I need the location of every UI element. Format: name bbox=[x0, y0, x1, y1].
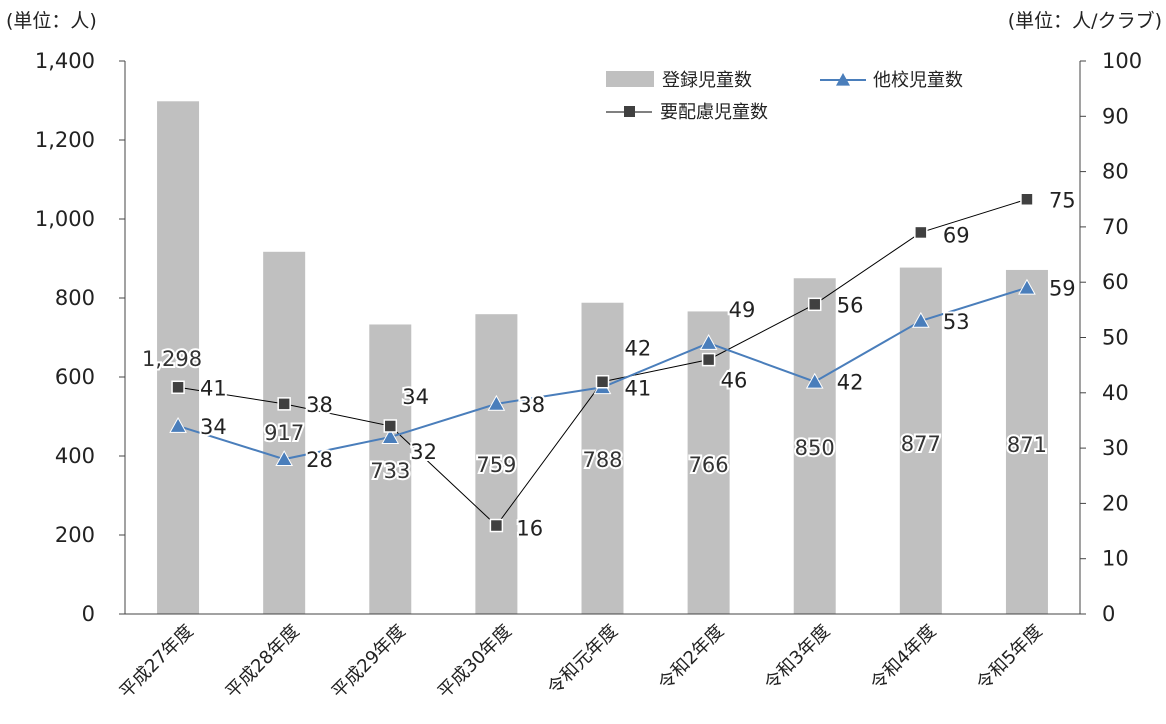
bar bbox=[1005, 269, 1048, 614]
left-axis-unit: (単位：人) bbox=[6, 10, 97, 32]
care-children-label: 69 bbox=[943, 223, 970, 247]
left-tick-label: 1,400 bbox=[35, 49, 95, 73]
right-tick-label: 30 bbox=[1102, 436, 1129, 460]
other-school-label: 53 bbox=[943, 310, 970, 334]
other-school-marker bbox=[487, 394, 506, 411]
line-series bbox=[169, 192, 1036, 533]
other-school-label: 28 bbox=[306, 448, 333, 472]
bar-value-label: 759 bbox=[476, 453, 516, 477]
legend-care-label: 要配慮児童数 bbox=[660, 102, 768, 123]
left-tick-label: 200 bbox=[55, 523, 95, 547]
bar-value-label: 788 bbox=[582, 448, 622, 472]
care-children-label: 75 bbox=[1049, 188, 1076, 212]
left-tick-label: 800 bbox=[55, 286, 95, 310]
other-school-marker bbox=[805, 372, 824, 389]
left-tick-label: 1,000 bbox=[35, 207, 95, 231]
legend-bar-swatch bbox=[606, 71, 654, 87]
other-school-label: 59 bbox=[1049, 277, 1076, 301]
bar bbox=[475, 314, 518, 614]
other-school-label: 32 bbox=[410, 440, 437, 464]
category-label: 平成30年度 bbox=[434, 621, 516, 703]
bar bbox=[793, 278, 836, 614]
bar bbox=[157, 101, 200, 615]
right-tick-label: 60 bbox=[1102, 270, 1129, 294]
bar-series bbox=[157, 101, 1048, 615]
data-labels: 1,298 917 733 759 788 766 850 877 871 41 38 34 16 42 4… bbox=[140, 186, 1078, 542]
other-school-label: 38 bbox=[518, 393, 545, 417]
bar-value-label: 877 bbox=[901, 432, 941, 456]
other-school-label: 49 bbox=[729, 298, 756, 322]
legend-bar-label: 登録児童数 bbox=[662, 70, 752, 91]
right-tick-label: 80 bbox=[1102, 160, 1129, 184]
left-tick-label: 600 bbox=[55, 365, 95, 389]
bar-value-label: 871 bbox=[1007, 433, 1047, 457]
category-label: 令和3年度 bbox=[760, 621, 834, 695]
category-label: 令和元年度 bbox=[544, 621, 622, 699]
bar bbox=[263, 251, 306, 614]
legend-other-marker bbox=[836, 73, 850, 86]
other-school-label: 42 bbox=[837, 371, 864, 395]
care-children-marker bbox=[914, 225, 928, 240]
care-children-marker bbox=[1020, 192, 1034, 206]
category-label: 令和5年度 bbox=[973, 621, 1047, 695]
bar-value-label: 766 bbox=[689, 453, 729, 477]
left-tick-label: 0 bbox=[82, 602, 95, 626]
bar-value-label: 1,298 bbox=[142, 347, 202, 371]
care-children-marker bbox=[277, 397, 291, 411]
category-label: 平成29年度 bbox=[328, 621, 410, 703]
right-tick-label: 100 bbox=[1102, 49, 1142, 73]
care-children-label: 42 bbox=[625, 337, 652, 361]
other-school-marker bbox=[275, 450, 294, 467]
right-tick-label: 10 bbox=[1102, 547, 1129, 571]
care-children-label: 16 bbox=[516, 517, 543, 541]
other-school-marker bbox=[381, 428, 400, 444]
right-tick-label: 40 bbox=[1102, 381, 1129, 405]
other-school-marker bbox=[699, 334, 718, 350]
right-tick-label: 70 bbox=[1102, 215, 1129, 239]
category-label: 平成27年度 bbox=[116, 621, 198, 703]
care-children-marker bbox=[383, 419, 398, 433]
right-tick-label: 0 bbox=[1102, 602, 1115, 626]
category-label: 令和4年度 bbox=[867, 621, 941, 695]
bar-value-label: 733 bbox=[370, 459, 410, 483]
care-children-label: 34 bbox=[402, 385, 429, 409]
care-children-marker bbox=[595, 374, 610, 389]
other-school-marker bbox=[169, 416, 187, 433]
right-tick-label: 50 bbox=[1102, 326, 1129, 350]
legend-other-label: 他校児童数 bbox=[873, 70, 963, 91]
other-school-label: 34 bbox=[200, 415, 227, 439]
other-school-label: 41 bbox=[625, 376, 652, 400]
care-children-label: 56 bbox=[837, 293, 864, 317]
bar bbox=[581, 302, 624, 614]
care-children-marker bbox=[489, 518, 504, 533]
right-tick-label: 90 bbox=[1102, 104, 1129, 128]
care-children-label: 41 bbox=[200, 376, 227, 400]
other-school-marker bbox=[1018, 278, 1036, 295]
care-children-label: 46 bbox=[721, 369, 748, 393]
category-label: 平成28年度 bbox=[222, 621, 304, 703]
bar-value-label: 850 bbox=[795, 436, 835, 460]
left-tick-label: 400 bbox=[55, 444, 95, 468]
left-tick-label: 1,200 bbox=[35, 128, 95, 152]
other-school-marker bbox=[911, 311, 930, 328]
category-label: 令和2年度 bbox=[654, 621, 728, 695]
right-axis-unit: (単位：人/クラブ) bbox=[1007, 10, 1162, 32]
bar bbox=[369, 324, 412, 614]
bar-value-label: 917 bbox=[264, 421, 304, 445]
right-tick-label: 20 bbox=[1102, 491, 1129, 515]
care-children-marker bbox=[701, 352, 716, 367]
care-children-marker bbox=[807, 297, 822, 312]
legend-care-marker bbox=[624, 106, 635, 117]
care-children-marker bbox=[171, 380, 185, 395]
care-children-label: 38 bbox=[306, 393, 333, 417]
